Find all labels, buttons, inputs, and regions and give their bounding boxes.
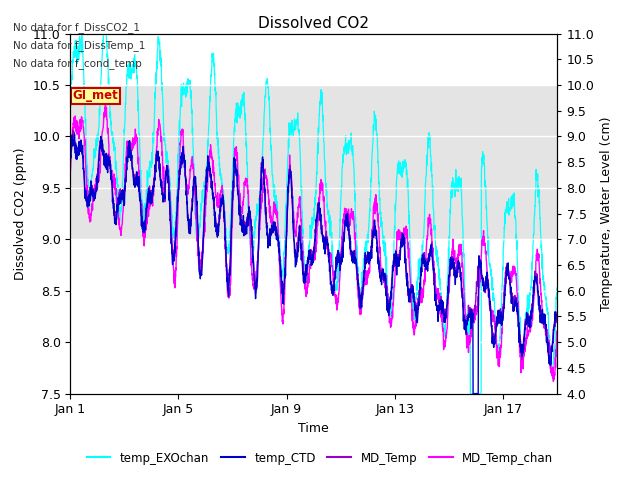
Legend: temp_EXOchan, temp_CTD, MD_Temp, MD_Temp_chan: temp_EXOchan, temp_CTD, MD_Temp, MD_Temp… — [82, 447, 558, 469]
Title: Dissolved CO2: Dissolved CO2 — [258, 16, 369, 31]
Text: GI_met: GI_met — [73, 89, 118, 102]
Text: No data for f_DissTemp_1: No data for f_DissTemp_1 — [13, 40, 145, 51]
Text: No data for f_DissCO2_1: No data for f_DissCO2_1 — [13, 22, 140, 33]
Y-axis label: Dissolved CO2 (ppm): Dissolved CO2 (ppm) — [14, 147, 28, 280]
Bar — [70, 85, 557, 240]
Text: No data for f_cond_temp: No data for f_cond_temp — [13, 58, 141, 69]
X-axis label: Time: Time — [298, 422, 329, 435]
Y-axis label: Temperature, Water Level (cm): Temperature, Water Level (cm) — [600, 116, 613, 311]
